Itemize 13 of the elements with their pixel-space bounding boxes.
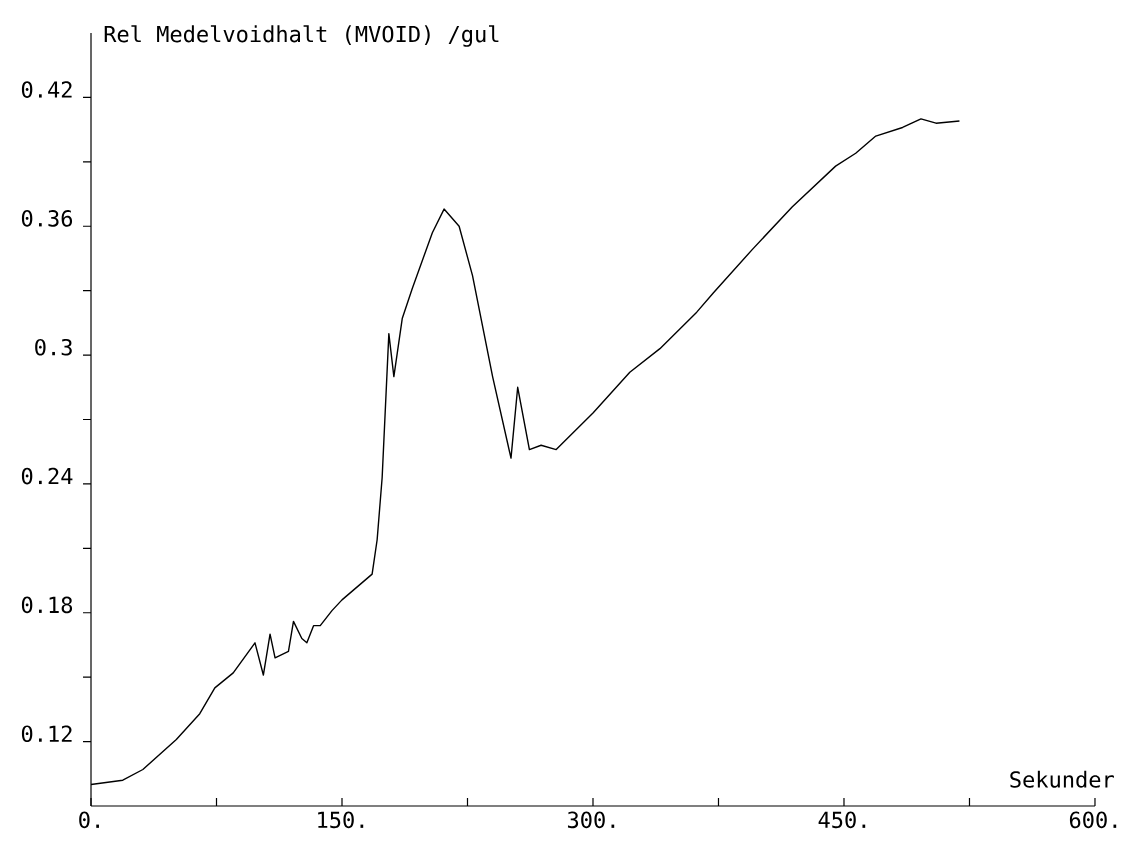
x-tick-label: 0. <box>79 811 99 829</box>
y-tick-label: 0.42 <box>21 81 72 98</box>
x-tick-label: 600. <box>1069 811 1117 829</box>
y-axis-title: Rel Medelvoidhalt (MVOID) /gul <box>104 25 499 47</box>
y-tick-label: 0.12 <box>21 725 72 743</box>
x-tick-label: 150. <box>318 811 364 829</box>
x-tick-label: 300. <box>567 811 615 829</box>
y-tick-label: 0.18 <box>21 596 73 614</box>
x-tick-label: 450. <box>818 811 866 829</box>
y-tick-label: 0.3 <box>35 338 72 356</box>
x-axis-title: Sekunder <box>1010 770 1114 788</box>
y-tick-label: 0.24 <box>21 467 73 485</box>
y-tick-label: 0.36 <box>21 210 73 227</box>
